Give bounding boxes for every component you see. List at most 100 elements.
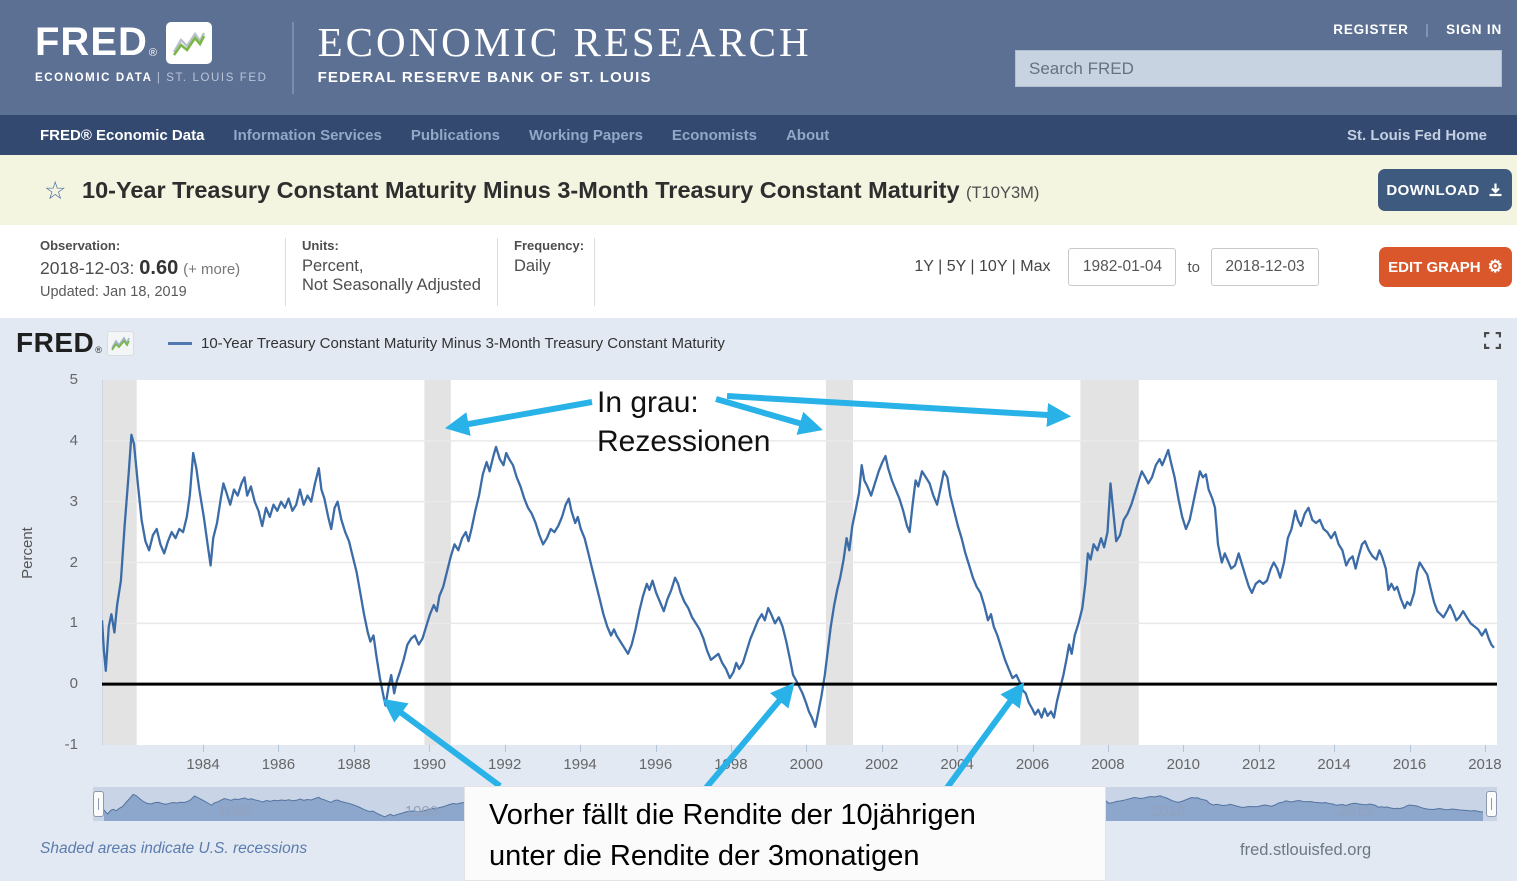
y-tick-label: 0 <box>69 675 78 693</box>
more-observations-link[interactable]: (+ more) <box>183 261 241 278</box>
nav-item-2[interactable]: Publications <box>410 126 500 144</box>
x-tick-mark <box>806 745 808 752</box>
x-tick-mark <box>353 745 355 752</box>
x-tick-mark <box>957 745 959 752</box>
chart-brand: FRED ® <box>16 327 134 359</box>
fullscreen-icon[interactable] <box>1484 332 1501 354</box>
x-tick-label: 2010 <box>1166 756 1200 773</box>
x-tick-label: 1990 <box>412 756 446 773</box>
updated-label: Updated: Jan 18, 2019 <box>40 284 187 300</box>
brand-divider <box>291 22 294 94</box>
search-input[interactable] <box>1015 50 1502 87</box>
x-tick-label: 1988 <box>337 756 371 773</box>
x-tick-mark <box>1107 745 1109 752</box>
nav-stlouis-fed-home[interactable]: St. Louis Fed Home <box>1346 126 1487 144</box>
x-tick-mark <box>1484 745 1486 752</box>
nav-item-0[interactable]: FRED® Economic Data <box>40 126 205 144</box>
svg-text:2015: 2015 <box>1339 803 1372 820</box>
observation-value: 2018-12-03: 0.60 (+ more) <box>40 257 241 279</box>
download-button[interactable]: DOWNLOAD <box>1378 169 1512 211</box>
recession-shading-note: Shaded areas indicate U.S. recessions <box>40 840 308 857</box>
y-axis-labels: 5 4 3 2 1 0 -1 <box>40 371 86 753</box>
download-icon <box>1489 183 1502 197</box>
frequency-block: Frequency: Daily <box>514 238 584 276</box>
inversion-annotation: Vorher fällt die Rendite der 10jährigen … <box>464 786 1106 881</box>
meta-divider <box>594 238 595 306</box>
y-axis-title: Percent <box>19 527 36 579</box>
to-label: to <box>1187 258 1200 276</box>
x-tick-mark <box>1409 745 1411 752</box>
x-tick-mark <box>730 745 732 752</box>
site-subtitle: FEDERAL RESERVE BANK OF ST. LOUIS <box>317 69 652 86</box>
units-value-2: Not Seasonally Adjusted <box>302 276 481 294</box>
x-tick-mark <box>429 745 431 752</box>
units-block: Units: Percent, Not Seasonally Adjusted <box>302 238 481 295</box>
x-tick-label: 2012 <box>1242 756 1276 773</box>
series-meta-bar: Observation: 2018-12-03: 0.60 (+ more) U… <box>0 225 1517 318</box>
x-tick-mark <box>278 745 280 752</box>
y-tick-label: -1 <box>64 736 78 753</box>
x-tick-label: 1996 <box>638 756 673 773</box>
date-from-input[interactable] <box>1068 248 1177 286</box>
signin-link[interactable]: SIGN IN <box>1446 22 1502 37</box>
x-tick-mark <box>1258 745 1260 752</box>
chart-fred-logo-icon <box>106 330 134 356</box>
main-nav: FRED® Economic Data Information Services P… <box>0 115 1517 155</box>
x-tick-label: 2008 <box>1091 756 1125 773</box>
observation-block: Observation: 2018-12-03: 0.60 (+ more) U… <box>40 238 240 300</box>
series-title-bar: ☆ 10-Year Treasury Constant Maturity Min… <box>0 155 1517 225</box>
x-tick-label: 2002 <box>865 756 899 773</box>
x-tick-label: 1994 <box>563 756 597 773</box>
units-label: Units: <box>302 238 339 253</box>
observation-label: Observation: <box>40 238 121 253</box>
chart-fred-logo-text: FRED <box>16 327 95 358</box>
nav-item-1[interactable]: Information Services <box>233 126 382 144</box>
chart-legend: 10-Year Treasury Constant Maturity Minus… <box>168 335 725 352</box>
site-title: ECONOMIC RESEARCH <box>317 19 812 65</box>
x-tick-label: 2016 <box>1392 756 1427 773</box>
x-tick-label: 2014 <box>1317 756 1351 773</box>
x-tick-mark <box>1334 745 1336 752</box>
auth-links: REGISTER | SIGN IN <box>1015 22 1502 37</box>
favorite-star-icon[interactable]: ☆ <box>44 177 67 205</box>
series-ticker: (T10Y3M) <box>966 184 1040 202</box>
registered-mark: ® <box>95 345 102 355</box>
x-tick-label: 1998 <box>714 756 748 773</box>
fred-logo-text: FRED <box>35 20 148 64</box>
frequency-value: Daily <box>514 257 551 275</box>
y-tick-label: 5 <box>69 371 78 388</box>
date-to-input[interactable] <box>1211 248 1319 286</box>
x-tick-label: 2000 <box>789 756 823 773</box>
x-tick-mark <box>1183 745 1185 752</box>
register-link[interactable]: REGISTER <box>1333 22 1409 37</box>
x-tick-label: 1986 <box>261 756 296 773</box>
fred-logo-tagline: ECONOMIC DATA | ST. LOUIS FED <box>35 72 268 84</box>
x-tick-label: 2006 <box>1015 756 1050 773</box>
svg-text:2010: 2010 <box>1152 803 1185 820</box>
y-tick-label: 2 <box>69 553 78 571</box>
y-tick-label: 3 <box>69 492 78 510</box>
fred-logo[interactable]: FRED ® ECONOMIC DATA | ST. LOUIS FED <box>35 20 268 84</box>
legend-line-swatch <box>168 341 192 346</box>
time-series-chart[interactable] <box>102 380 1497 745</box>
recession-annotation: In grau: Rezessionen <box>597 386 771 458</box>
svg-text:1990: 1990 <box>405 803 438 820</box>
x-tick-mark <box>203 745 204 752</box>
x-tick-mark <box>504 745 506 752</box>
nav-item-3[interactable]: Working Papers <box>529 126 643 144</box>
x-tick-mark <box>881 745 883 752</box>
nav-item-5[interactable]: About <box>785 126 830 144</box>
range-shortcut-links[interactable]: 1Y | 5Y | 10Y | Max <box>914 258 1051 275</box>
meta-divider <box>497 238 498 306</box>
y-tick-label: 4 <box>69 431 78 449</box>
slider-handle-right[interactable] <box>1486 791 1497 817</box>
fred-brand: FRED ® ECONOMIC DATA | ST. LOUIS FED <box>35 20 812 94</box>
frequency-label: Frequency: <box>514 238 585 253</box>
fred-url: fred.stlouisfed.org <box>1240 841 1372 859</box>
nav-item-4[interactable]: Economists <box>671 126 757 144</box>
edit-graph-button[interactable]: EDIT GRAPH ⚙ <box>1379 247 1512 287</box>
gear-icon: ⚙ <box>1487 257 1503 276</box>
x-tick-mark <box>580 745 582 752</box>
slider-handle-left[interactable] <box>93 791 104 817</box>
